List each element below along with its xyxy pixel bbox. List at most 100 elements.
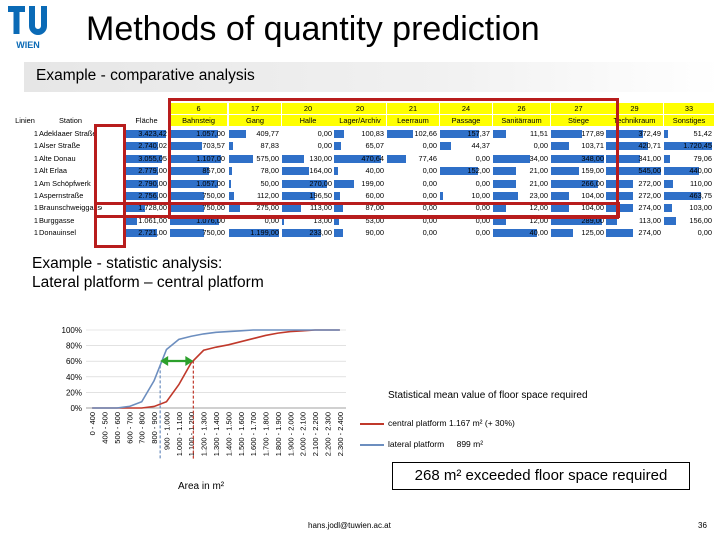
value-bar — [334, 192, 340, 200]
statistic-heading-line1: Example - statistic analysis: — [32, 255, 223, 272]
value-bar — [170, 204, 205, 213]
table-cell: 152,00 — [467, 166, 490, 176]
value-bar — [282, 179, 327, 188]
table-cell: 470,64 — [361, 153, 384, 163]
value-bar — [334, 142, 341, 151]
table-cell: 1.199,00 — [250, 228, 279, 238]
table-header-cell: Sonstiges — [672, 116, 706, 125]
value-bar — [170, 216, 220, 225]
table-cell: 51,42 — [693, 129, 713, 138]
table-cell: 266,00 — [581, 178, 604, 188]
table-cell: 100,83 — [361, 129, 384, 138]
table-cell: 1 — [33, 203, 38, 213]
table-cell: 1.107,00 — [196, 153, 225, 163]
value-bar — [334, 229, 343, 238]
value-bar — [124, 192, 158, 200]
legend-central-label: central platform — [388, 418, 447, 428]
table-cell: 1.728,00 — [138, 203, 167, 213]
table-cell: 1 — [33, 166, 38, 176]
table-cell: 0,00 — [317, 141, 332, 151]
table-cell: 23,00 — [529, 191, 549, 200]
x-tick-label: 1.900 - 2.000 — [286, 412, 295, 456]
value-bar — [551, 167, 580, 176]
value-bar — [664, 204, 673, 213]
table-cell: 40,00 — [365, 166, 385, 176]
table-cell: 372,49 — [638, 129, 661, 138]
value-bar — [170, 154, 221, 163]
highlight-row-box — [94, 202, 620, 218]
value-bar — [664, 216, 677, 225]
table-header-cell: Gang — [245, 116, 265, 125]
table-cell: 275,00 — [256, 203, 279, 213]
table-cell: Aspernstraße — [39, 191, 84, 200]
value-bar — [124, 204, 146, 213]
legend-central-line — [360, 423, 384, 425]
value-bar — [387, 154, 407, 163]
value-bar — [493, 216, 507, 225]
value-bar — [606, 192, 634, 200]
value-bar — [124, 130, 167, 138]
x-tick-label: 2.200 - 2.300 — [323, 412, 332, 456]
y-tick-label: 60% — [66, 357, 82, 366]
value-bar — [664, 192, 702, 200]
table-cell: 348,00 — [581, 153, 604, 163]
table-cell: 2.721,00 — [138, 228, 167, 238]
x-tick-label: 700 - 800 — [138, 412, 147, 444]
value-bar — [124, 229, 158, 238]
table-header-cell: Linien — [15, 116, 35, 125]
table-cell: Braunschweiggasse — [39, 203, 102, 213]
table-cell: 12,00 — [529, 203, 549, 213]
table-cell: 1.076,00 — [196, 215, 225, 225]
table-cell: 0,00 — [317, 129, 332, 138]
arrow-head-right — [185, 356, 194, 367]
table-cell: 87,00 — [365, 203, 385, 213]
table-cell: 3.423,42 — [138, 129, 167, 138]
value-bar — [606, 154, 641, 163]
table-cell: Alt Erlaa — [39, 166, 67, 176]
table-code-cell: 6 — [196, 104, 201, 113]
x-axis-label: Area in m² — [178, 481, 225, 492]
table-code-cell: 24 — [461, 104, 471, 113]
table-cell: 420,71 — [638, 141, 661, 151]
x-tick-label: 2.300 - 2.400 — [336, 412, 345, 456]
statistic-analysis-heading: Example - statistic analysis: Lateral pl… — [32, 254, 264, 292]
x-tick-label: 1.000 - 1.100 — [175, 412, 184, 456]
x-tick-label: 1.100 - 1.200 — [187, 412, 196, 456]
legend-lateral-line — [360, 444, 384, 446]
table-cell: 78,00 — [260, 166, 280, 176]
author-email: hans.jodl@tuwien.ac.at — [308, 521, 391, 530]
value-bar — [493, 130, 506, 138]
table-cell: 463,75 — [689, 191, 712, 200]
table-cell: 10,00 — [471, 191, 491, 200]
table-cell: 750,00 — [202, 203, 225, 213]
table-cell: 0,00 — [697, 228, 712, 238]
value-bar — [170, 142, 203, 151]
table-cell: 409,77 — [256, 129, 279, 138]
highlight-columns-box — [168, 98, 619, 219]
value-bar — [493, 229, 537, 238]
table-code-cell: 33 — [684, 104, 694, 113]
value-bar — [606, 130, 644, 138]
table-cell: 750,00 — [202, 191, 225, 200]
value-bar — [334, 179, 354, 188]
table-cell: 1 — [33, 178, 38, 188]
table-cell: 113,00 — [309, 203, 332, 213]
series-line-lateral-platform — [92, 329, 340, 409]
table-cell: 0,00 — [422, 166, 437, 176]
table-cell: 545,00 — [638, 166, 661, 176]
table-cell: 53,00 — [365, 215, 385, 225]
value-bar — [551, 229, 574, 238]
table-cell: 0,00 — [422, 203, 437, 213]
y-tick-label: 40% — [66, 373, 82, 382]
value-bar — [124, 154, 162, 163]
value-bar — [229, 179, 232, 188]
value-bar — [282, 154, 304, 163]
table-cell: 1 — [33, 215, 38, 225]
table-header-row: Linien Station Fläche Bahnsteig Gang Halle Lag… — [12, 115, 714, 126]
table-row: 1 Am Schöpfwerk 2.790,00 1.057,00 50,00 270,0… — [12, 178, 712, 189]
table-cell: 113,00 — [638, 215, 661, 225]
table-cell: 79,06 — [693, 153, 713, 163]
table-cell: 1 — [33, 129, 38, 138]
table-cell: 102,66 — [414, 129, 437, 138]
table-code-cell: 21 — [408, 104, 418, 113]
